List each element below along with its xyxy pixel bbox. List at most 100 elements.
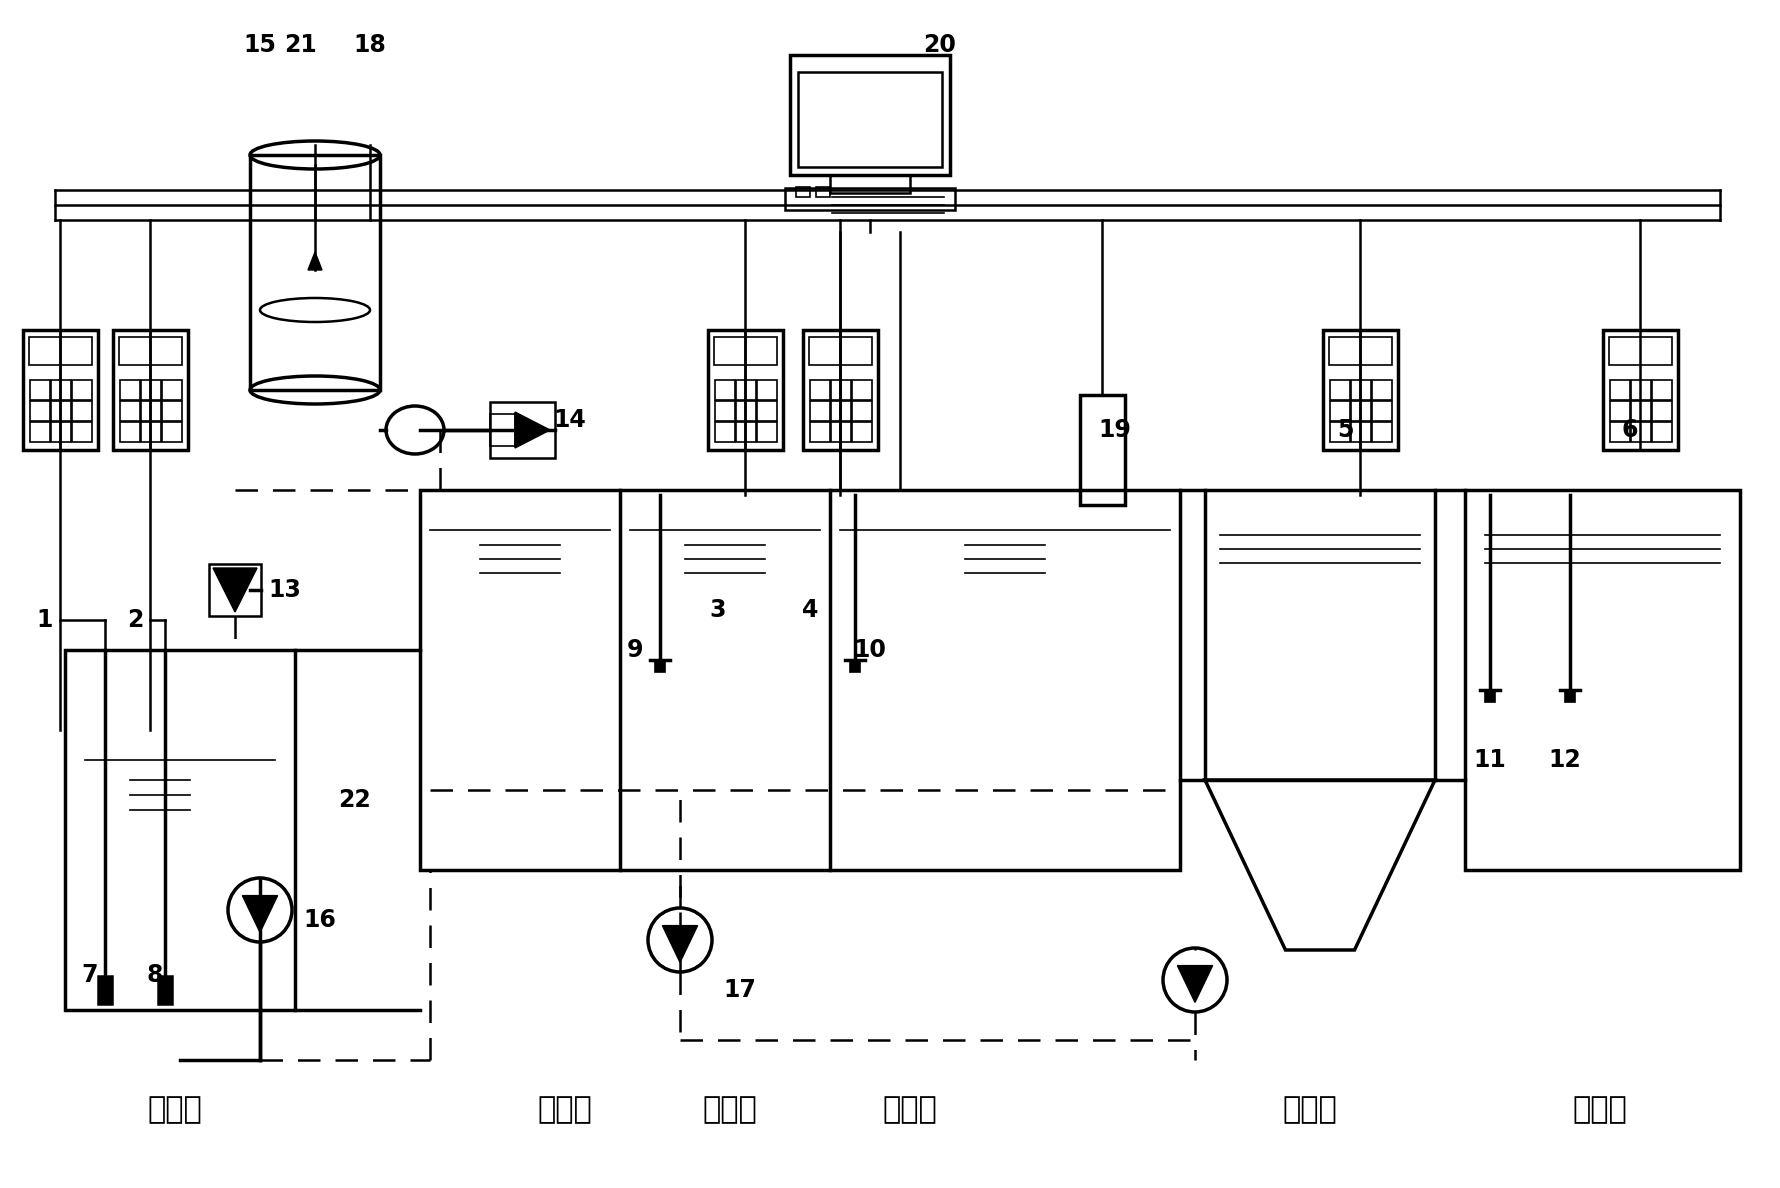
Text: 16: 16: [304, 908, 336, 933]
Bar: [98, 977, 112, 1004]
Bar: [785, 188, 956, 210]
Text: 14: 14: [554, 407, 586, 432]
Bar: [1330, 422, 1349, 442]
Bar: [119, 402, 141, 421]
Text: 19: 19: [1098, 418, 1132, 442]
Text: 好氧池: 好氧池: [883, 1095, 938, 1125]
Bar: [716, 380, 735, 400]
Bar: [1485, 690, 1495, 702]
Bar: [829, 175, 910, 192]
Bar: [810, 380, 829, 400]
Bar: [708, 330, 783, 450]
Text: 缺氧池: 缺氧池: [703, 1095, 756, 1125]
Bar: [756, 422, 778, 442]
Text: 17: 17: [723, 978, 756, 1001]
Bar: [30, 380, 50, 400]
Polygon shape: [662, 925, 698, 962]
Bar: [119, 422, 141, 442]
Text: 10: 10: [854, 638, 886, 662]
Bar: [1630, 402, 1652, 421]
Bar: [490, 413, 514, 446]
Bar: [796, 187, 810, 197]
Text: 4: 4: [801, 598, 819, 623]
Bar: [1465, 489, 1741, 870]
Text: 21: 21: [283, 33, 317, 57]
Bar: [853, 402, 872, 421]
Bar: [716, 402, 735, 421]
Bar: [1330, 337, 1392, 365]
Bar: [735, 402, 756, 421]
Bar: [1205, 489, 1435, 781]
Bar: [1652, 380, 1671, 400]
Bar: [162, 380, 182, 400]
Bar: [714, 337, 778, 365]
Bar: [52, 380, 71, 400]
Bar: [1652, 422, 1671, 442]
Bar: [1609, 402, 1630, 421]
Text: 18: 18: [354, 33, 386, 57]
Bar: [1630, 422, 1652, 442]
Bar: [141, 402, 160, 421]
Bar: [831, 422, 851, 442]
Bar: [851, 661, 860, 672]
Text: 11: 11: [1474, 748, 1506, 772]
Bar: [249, 154, 379, 390]
Bar: [808, 337, 872, 365]
Bar: [1351, 402, 1371, 421]
Bar: [655, 661, 666, 672]
Bar: [815, 187, 829, 197]
Bar: [1609, 337, 1671, 365]
Bar: [797, 72, 942, 168]
Bar: [810, 422, 829, 442]
Bar: [30, 422, 50, 442]
Text: 6: 6: [1622, 418, 1638, 442]
Bar: [1604, 330, 1679, 450]
Bar: [1652, 402, 1671, 421]
Bar: [853, 422, 872, 442]
Polygon shape: [242, 896, 278, 933]
Text: 20: 20: [924, 33, 956, 57]
Bar: [490, 402, 555, 459]
Bar: [162, 422, 182, 442]
Text: 二沉池: 二沉池: [1283, 1095, 1337, 1125]
Bar: [71, 402, 93, 421]
Bar: [420, 489, 1180, 870]
Bar: [119, 380, 141, 400]
Bar: [735, 380, 756, 400]
Bar: [831, 402, 851, 421]
Text: 出水渠: 出水渠: [1572, 1095, 1627, 1125]
Text: 進水池: 進水池: [148, 1095, 203, 1125]
Bar: [162, 402, 182, 421]
Text: 15: 15: [244, 33, 276, 57]
Polygon shape: [214, 568, 256, 612]
Text: 12: 12: [1549, 748, 1581, 772]
Polygon shape: [1177, 966, 1212, 1003]
Bar: [52, 422, 71, 442]
Bar: [790, 55, 951, 175]
Bar: [1609, 422, 1630, 442]
Bar: [716, 422, 735, 442]
Bar: [1351, 422, 1371, 442]
Bar: [1330, 380, 1349, 400]
Bar: [1372, 380, 1392, 400]
Text: 厄氧池: 厄氧池: [538, 1095, 593, 1125]
Bar: [66, 650, 295, 1010]
Bar: [158, 977, 173, 1004]
Bar: [52, 402, 71, 421]
Bar: [119, 337, 182, 365]
Bar: [1351, 380, 1371, 400]
Bar: [756, 380, 778, 400]
Bar: [1609, 380, 1630, 400]
Bar: [1080, 394, 1125, 505]
Text: 2: 2: [126, 608, 142, 632]
Polygon shape: [308, 252, 322, 270]
Bar: [1323, 330, 1397, 450]
Text: 13: 13: [269, 579, 301, 602]
Bar: [1630, 380, 1652, 400]
Text: 8: 8: [146, 963, 164, 987]
Bar: [71, 380, 93, 400]
Bar: [1372, 422, 1392, 442]
Text: 1: 1: [37, 608, 53, 632]
Bar: [23, 330, 98, 450]
Bar: [756, 402, 778, 421]
